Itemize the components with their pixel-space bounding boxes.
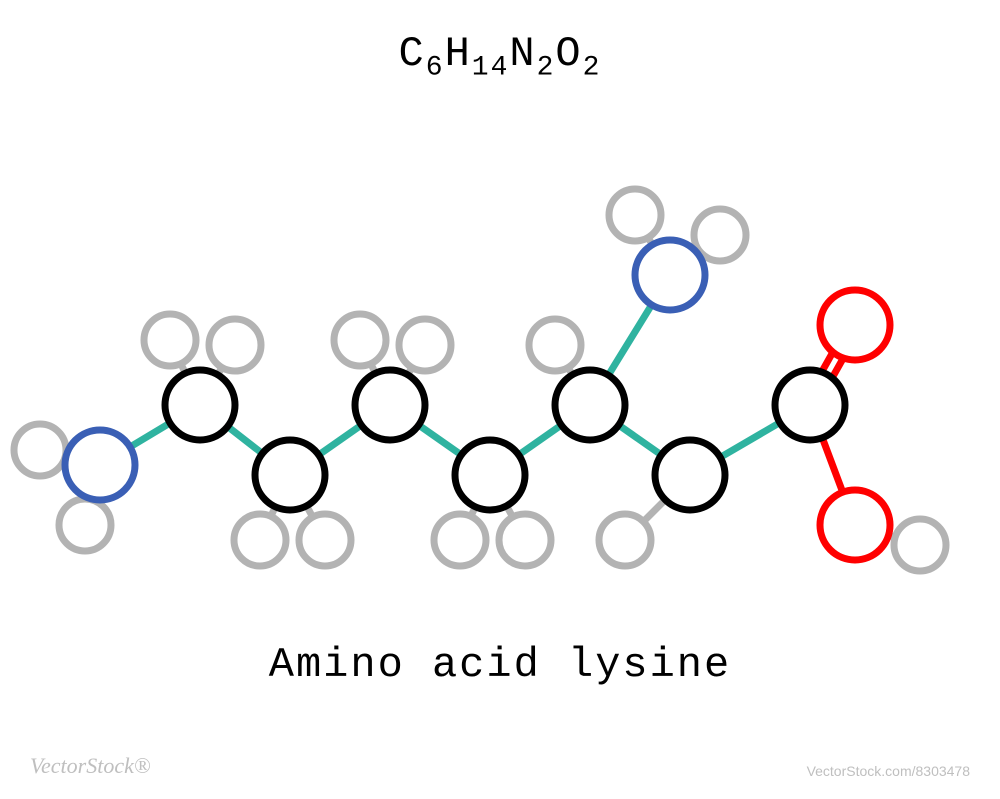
atom-o [820,490,890,560]
atom-h [529,319,581,371]
atom-o [820,290,890,360]
atom-c [655,440,725,510]
atom-c [455,440,525,510]
atom-h [434,514,486,566]
atom-c [255,440,325,510]
atom-h [334,314,386,366]
atom-h [499,514,551,566]
atom-c [355,370,425,440]
atom-n [635,240,705,310]
atom-h [609,189,661,241]
compound-name: Amino acid lysine [0,641,1000,689]
molecular-formula: C6H14N2O2 [0,30,1000,78]
watermark-id: VectorStock.com/8303478 [807,763,970,779]
atom-h [209,319,261,371]
watermark-brand: VectorStock® [30,753,151,779]
atom-h [599,514,651,566]
atom-h [144,314,196,366]
atom-c [165,370,235,440]
atom-h [59,499,111,551]
atom-h [234,514,286,566]
atom-h [299,514,351,566]
atom-c [555,370,625,440]
atom-h [14,424,66,476]
atom-h [694,209,746,261]
atom-c [775,370,845,440]
atom-h [399,319,451,371]
atom-h [894,519,946,571]
atom-n [65,430,135,500]
molecule-diagram [0,130,1000,630]
